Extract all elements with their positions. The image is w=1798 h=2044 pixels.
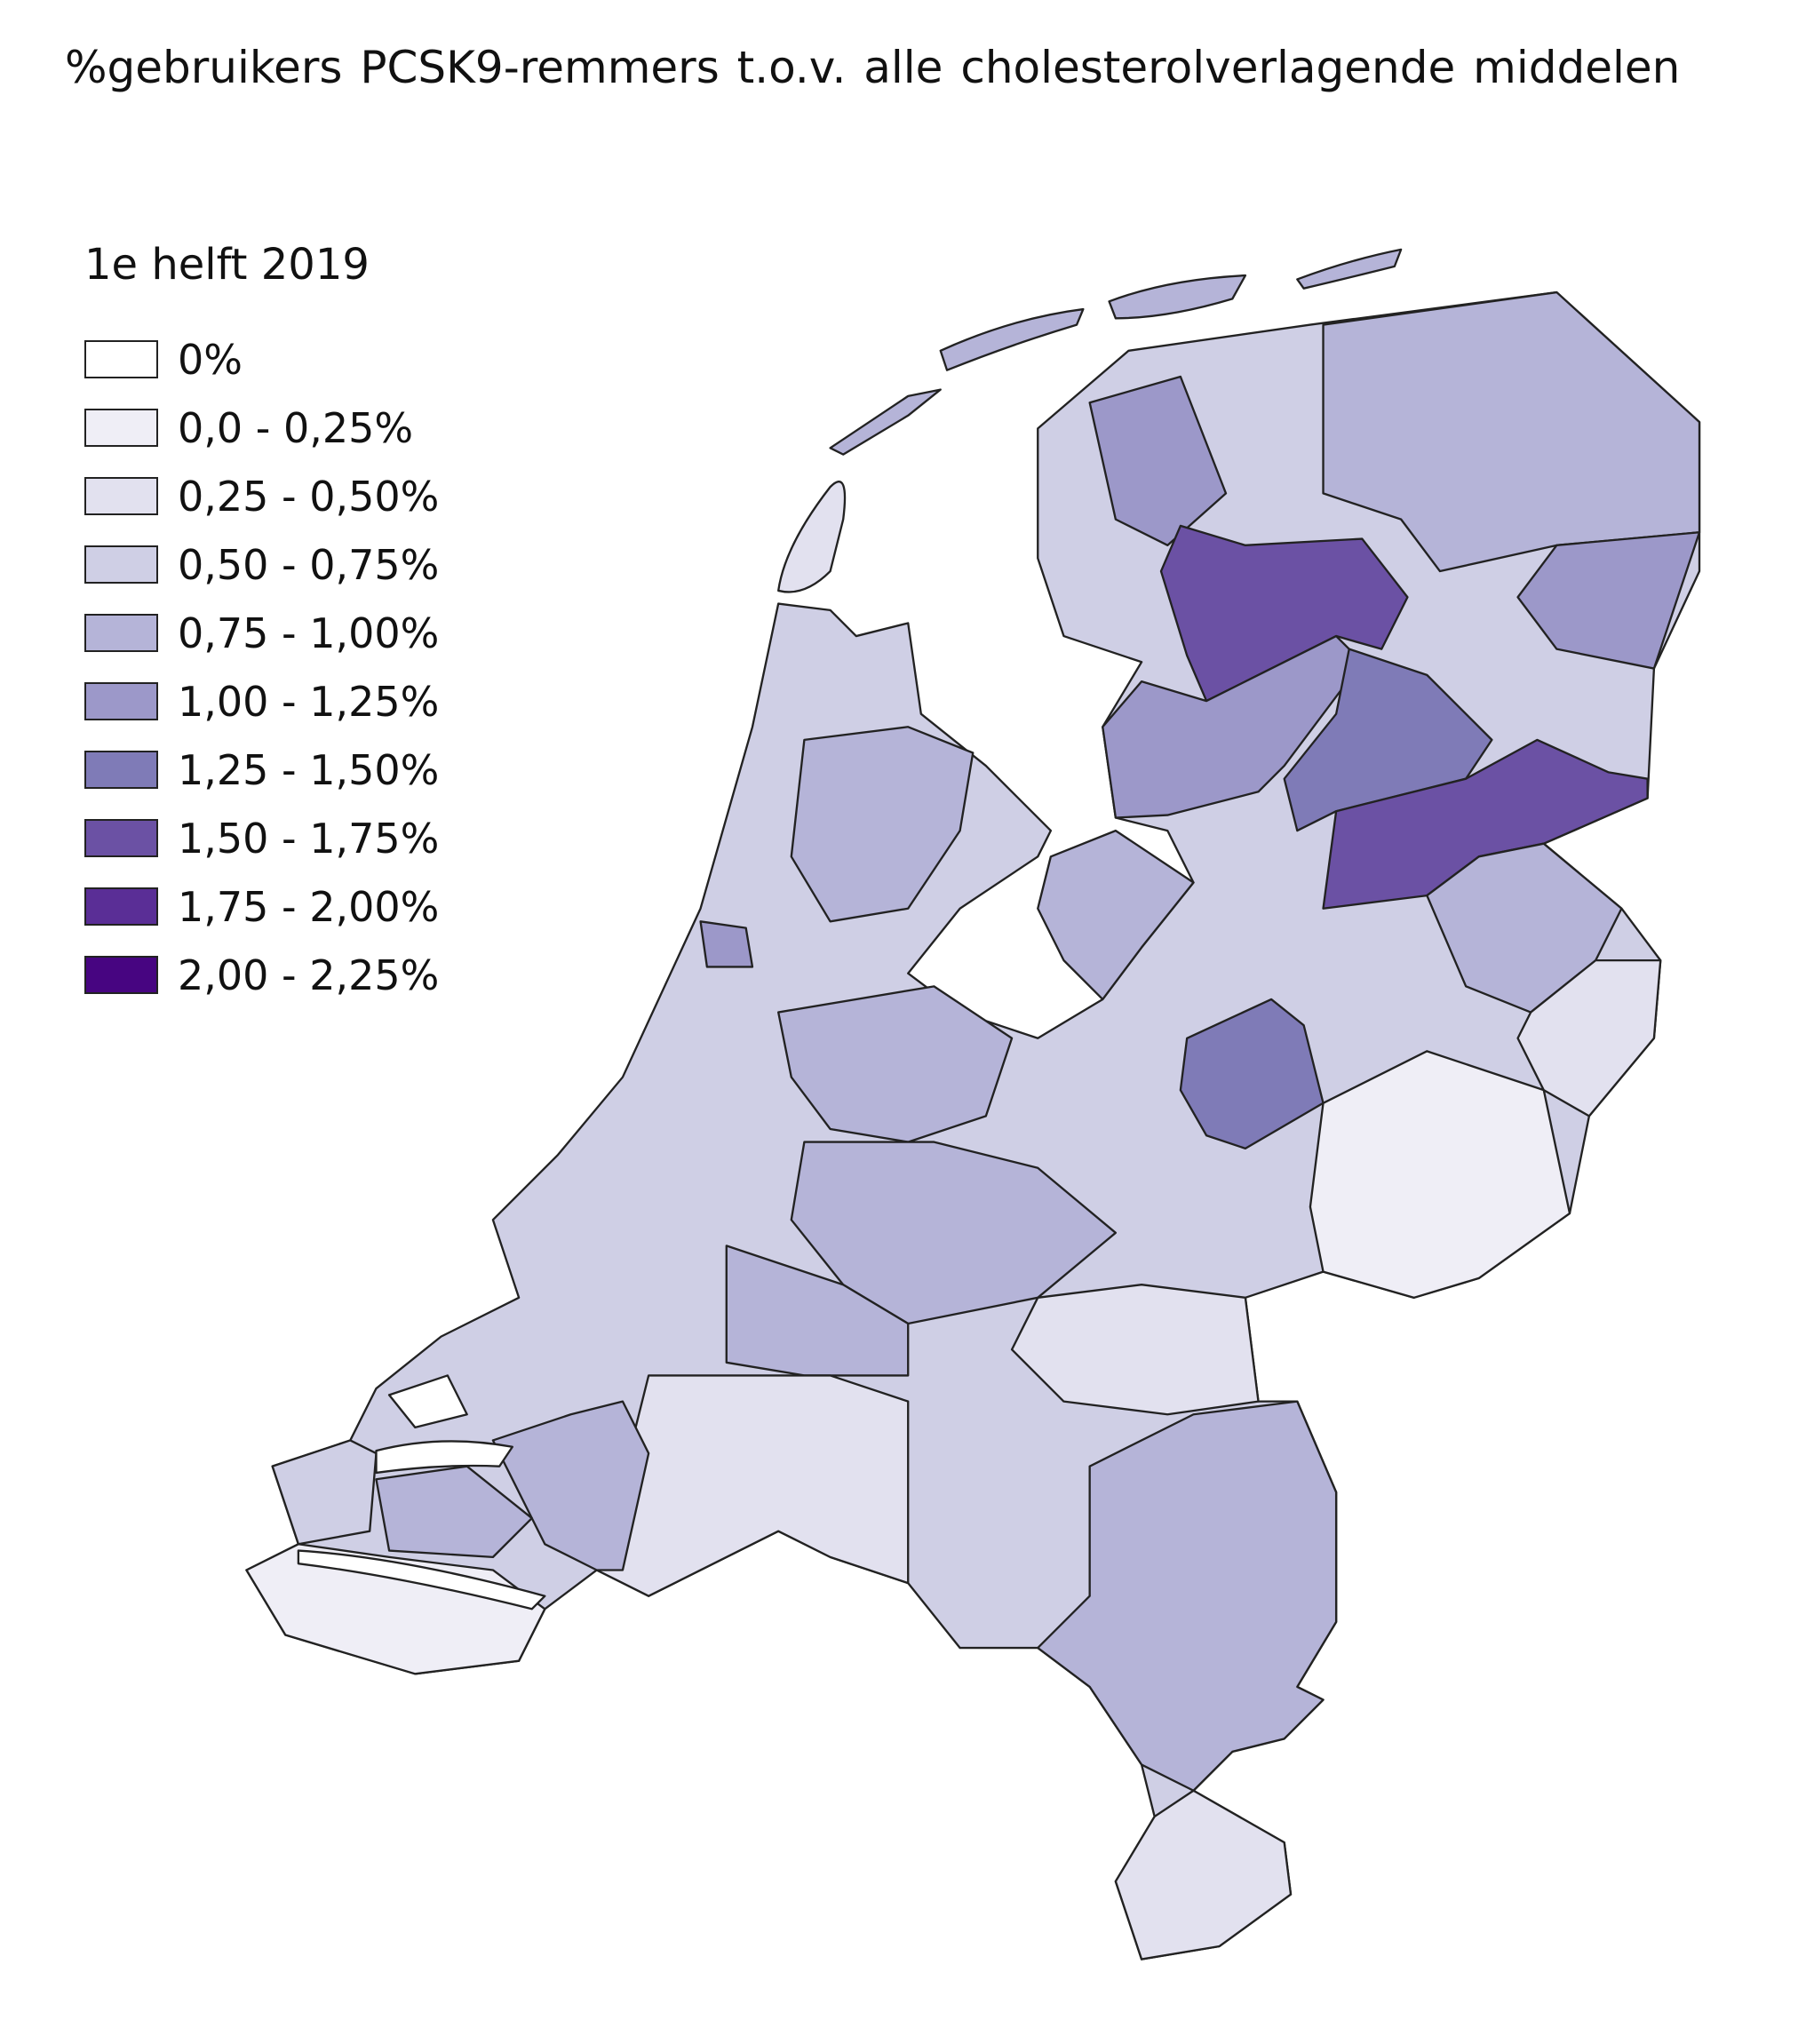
legend-label: 0,25 - 0,50% [178,472,440,521]
water [297,1549,546,1611]
legend-item: 1,25 - 1,50% [84,736,439,804]
region [1037,1400,1338,1792]
legend-swatch [84,477,158,515]
legend-item: 1,00 - 1,25% [84,667,439,736]
region [375,1465,533,1559]
island [1108,274,1247,320]
legend-swatch [84,956,158,994]
legend-label: 1,50 - 1,75% [178,814,440,863]
legend-label: 2,00 - 2,25% [178,950,440,999]
region [595,1374,910,1597]
region [1426,842,1623,1014]
island [1296,248,1403,290]
legend-item: 0,25 - 0,50% [84,462,439,530]
water [375,1440,513,1475]
legend-swatch [84,887,158,926]
island [829,388,942,456]
map-title: %gebruikers PCSK9-remmers t.o.v. alle ch… [65,42,1681,93]
region [1322,738,1649,910]
legend-item: 0,0 - 0,25% [84,394,439,462]
island [777,481,847,593]
region [491,1400,650,1571]
legend-item: 1,50 - 1,75% [84,804,439,872]
legend-swatch [84,409,158,447]
legend-swatch [84,340,158,378]
legend-label: 0% [178,335,243,384]
region [1114,1789,1293,1960]
region [1010,1284,1260,1416]
region [1516,958,1662,1117]
legend-label: 1,75 - 2,00% [178,882,440,931]
region [1037,829,1195,1001]
legend-swatch [84,545,158,584]
legend-label: 1,00 - 1,25% [178,677,440,726]
legend-title: 1e helft 2019 [84,240,370,290]
region [1102,634,1364,819]
legend-swatch [84,614,158,652]
legend-item: 2,00 - 2,25% [84,941,439,1009]
island [939,307,1085,371]
legend-item: 0,50 - 0,75% [84,530,439,599]
legend-item: 0% [84,325,439,394]
legend-swatch [84,819,158,857]
region [699,920,754,968]
legend-label: 1,25 - 1,50% [178,745,440,794]
legend-item: 1,75 - 2,00% [84,872,439,941]
water [387,1374,468,1429]
region [1179,998,1325,1150]
legend-swatch [84,682,158,720]
region [790,726,975,923]
region [1516,531,1701,670]
region [271,1439,378,1546]
region [725,1245,910,1377]
region [1088,375,1228,547]
legend-label: 0,75 - 1,00% [178,608,440,657]
legend-label: 0,0 - 0,25% [178,403,414,452]
region [1309,1050,1571,1299]
legend-item: 0,75 - 1,00% [84,599,439,667]
region [777,985,1014,1143]
legend-swatch [84,751,158,789]
legend: 0% 0,0 - 0,25% 0,25 - 0,50% 0,50 - 0,75% 0,7… [84,325,439,1009]
region [1159,524,1409,703]
legend-label: 0,50 - 0,75% [178,540,440,589]
